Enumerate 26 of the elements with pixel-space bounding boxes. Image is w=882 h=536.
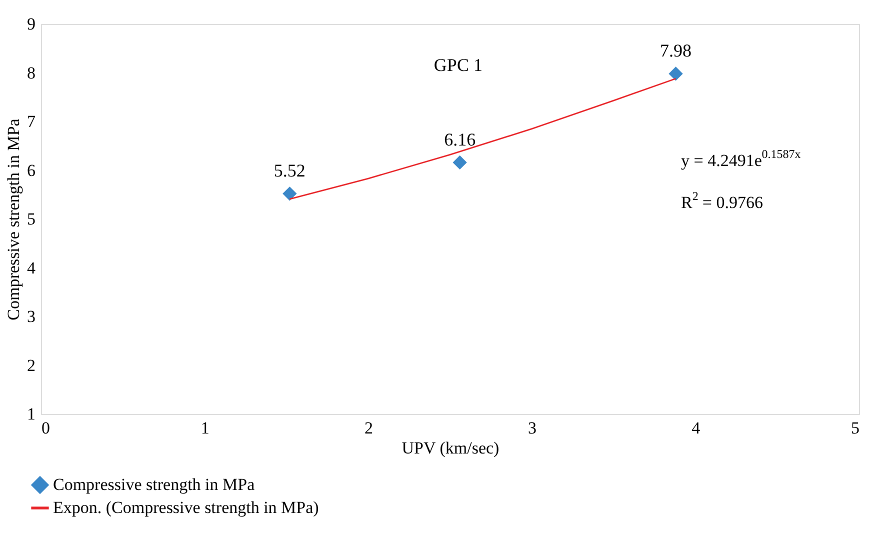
y-tick-label: 2 <box>27 356 36 375</box>
y-tick-label: 4 <box>27 258 36 278</box>
y-tick-label: 8 <box>27 63 36 82</box>
x-tick-label: 0 <box>42 418 50 438</box>
point <box>452 155 467 170</box>
point <box>668 66 683 81</box>
data-label: 7.98 <box>660 40 692 61</box>
legend-label: Compressive strength in MPa <box>53 475 256 494</box>
x-axis-title: UPV (km/sec) <box>402 438 500 458</box>
y-tick-label: 7 <box>27 112 36 131</box>
x-tick-label: 1 <box>200 418 210 438</box>
y-tick-label: 9 <box>27 14 36 34</box>
y-tick-label: 1 <box>27 404 36 424</box>
legend-label: Expon. (Compressive strength in MPa) <box>53 498 319 517</box>
y-tick-label: 5 <box>27 210 36 228</box>
x-tick-label: 4 <box>692 418 701 438</box>
point <box>282 186 297 201</box>
data-label: 5.52 <box>274 160 306 181</box>
x-tick-label: 3 <box>528 418 537 438</box>
y-tick-label: 3 <box>27 307 36 326</box>
x-tick-label: 2 <box>364 418 373 438</box>
text: GPC 1 <box>434 55 482 75</box>
y-axis-title: Compressive strength in MPa <box>4 118 23 320</box>
y-tick-label: 6 <box>27 160 36 180</box>
x-tick-label: 5 <box>851 418 860 438</box>
data-label: 6.16 <box>444 129 476 150</box>
